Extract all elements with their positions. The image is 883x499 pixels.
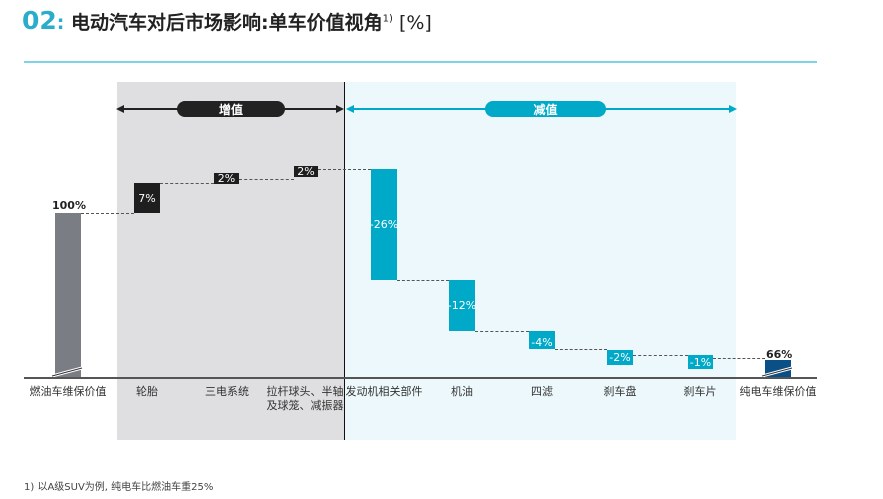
connector	[633, 355, 688, 356]
decrease-label: 减值	[485, 101, 606, 117]
x-label-start: 燃油车维保价值	[29, 385, 107, 398]
title-unit: [%]	[392, 12, 432, 34]
connector	[713, 358, 765, 359]
connector	[555, 349, 607, 350]
bar-c3: 2%	[294, 165, 318, 178]
title-footnote-ref: 1)	[382, 13, 393, 25]
bar-start-value: 100%	[52, 199, 86, 212]
axis-break-icon	[51, 366, 83, 378]
arrow-right-icon	[729, 105, 737, 113]
axis-break-icon	[761, 366, 793, 378]
x-label-c3-line2: 及球笼、减振器	[266, 399, 344, 412]
footnote: 1) 以A级SUV为例, 纯电车比燃油车重25%	[24, 482, 214, 493]
x-label-c2: 三电系统	[205, 385, 249, 398]
increase-region	[117, 82, 344, 440]
bar-c6: -4%	[529, 331, 555, 349]
connector	[475, 331, 529, 332]
region-divider	[344, 82, 345, 440]
x-label-c7: 刹车盘	[603, 385, 637, 398]
connector	[239, 179, 294, 180]
bar-c8: -1%	[688, 355, 713, 369]
section-number: 02	[22, 6, 57, 35]
connector	[81, 213, 134, 214]
title-rule	[24, 61, 817, 63]
arrow-left-icon	[116, 105, 124, 113]
x-label-c8: 刹车片	[683, 385, 717, 398]
bar-c5: -12%	[448, 280, 476, 331]
x-label-c4: 发动机相关部件	[345, 385, 423, 398]
x-label-end: 纯电车维保价值	[739, 385, 817, 398]
increase-label: 增值	[177, 101, 285, 117]
decrease-region	[345, 82, 736, 440]
x-axis	[24, 377, 817, 379]
x-label-c6: 四滤	[531, 385, 553, 398]
connector	[318, 169, 371, 170]
bar-c4: -26%	[370, 169, 398, 280]
connector	[160, 183, 214, 184]
x-label-c3-line1: 拉杆球头、半轴	[266, 385, 344, 398]
arrow-left-icon	[346, 105, 354, 113]
bar-c2: 2%	[214, 172, 239, 185]
bar-c7: -2%	[607, 350, 633, 365]
connector	[397, 280, 449, 281]
bar-end-value: 66%	[766, 348, 793, 361]
arrow-right-icon	[336, 105, 344, 113]
page-title: 02: 电动汽车对后市场影响:单车价值视角1) [%]	[22, 6, 432, 35]
x-label-c1: 轮胎	[136, 385, 158, 398]
x-label-c5: 机油	[451, 385, 473, 398]
bar-c1: 7%	[134, 183, 160, 213]
title-text: 电动汽车对后市场影响:单车价值视角	[71, 12, 383, 34]
bar-start	[55, 213, 81, 378]
